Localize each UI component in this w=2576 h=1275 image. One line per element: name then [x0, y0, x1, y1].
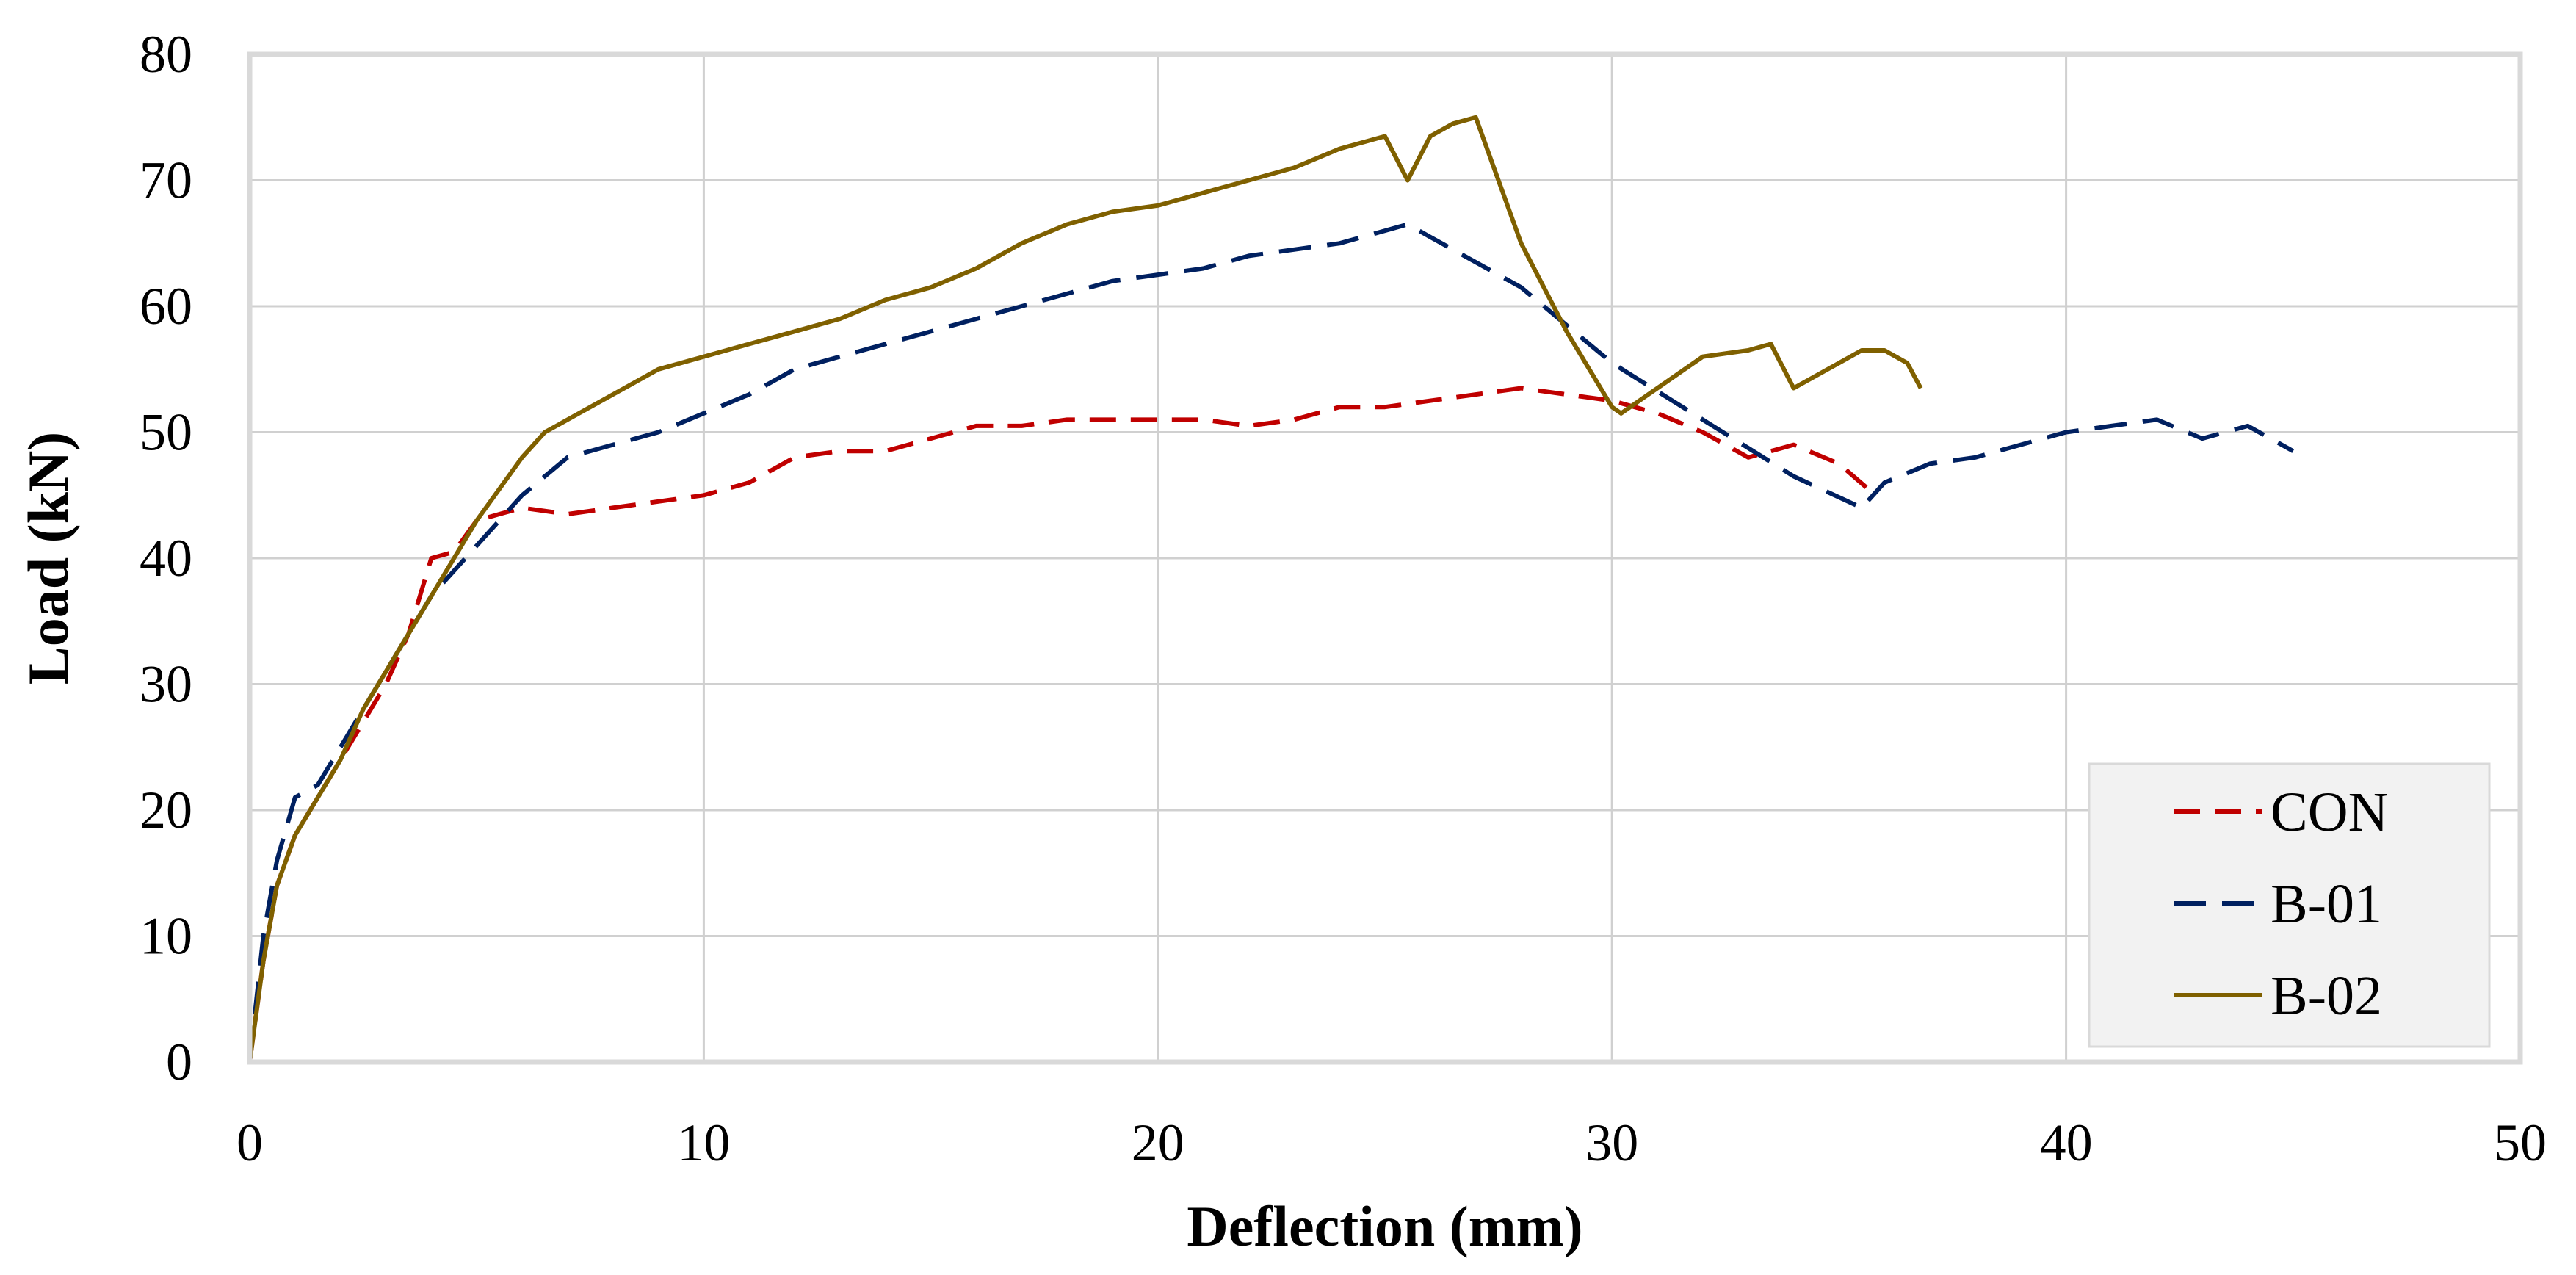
- y-tick-label: 80: [140, 25, 192, 84]
- x-tick-label: 50: [2494, 1113, 2547, 1172]
- legend-label-b-01: B-01: [2271, 873, 2382, 935]
- y-axis-title: Load (kN): [16, 432, 80, 685]
- y-tick-label: 20: [140, 781, 192, 839]
- y-tick-label: 0: [166, 1033, 192, 1091]
- y-tick-label: 30: [140, 655, 192, 714]
- y-tick-label: 60: [140, 277, 192, 336]
- x-tick-label: 0: [236, 1113, 263, 1172]
- y-tick-label: 70: [140, 151, 192, 210]
- legend-label-con: CON: [2271, 781, 2388, 843]
- legend-label-b-02: B-02: [2271, 965, 2382, 1027]
- legend-box: [2088, 762, 2491, 1048]
- series-line-con: [247, 386, 1877, 1063]
- data-series: [247, 115, 2295, 1063]
- x-tick-label: 40: [2040, 1113, 2093, 1172]
- tick-labels: 0 10 20 30 40 50 60 70 80 0 10 20 30 40 50: [140, 25, 2547, 1172]
- y-tick-label: 40: [140, 529, 192, 588]
- series-line-b-01: [247, 222, 2295, 1063]
- x-tick-label: 20: [1132, 1113, 1184, 1172]
- grid-lines: [248, 53, 2522, 1063]
- x-tick-label: 30: [1585, 1113, 1638, 1172]
- legend: CON B-01 B-02: [2088, 762, 2491, 1048]
- y-tick-label: 50: [140, 403, 192, 462]
- x-tick-label: 10: [677, 1113, 730, 1172]
- y-tick-label: 10: [140, 907, 192, 966]
- series-line-b-02: [247, 115, 1923, 1063]
- x-axis-title: Deflection (mm): [1187, 1194, 1582, 1258]
- plot-frame: [247, 51, 2523, 1065]
